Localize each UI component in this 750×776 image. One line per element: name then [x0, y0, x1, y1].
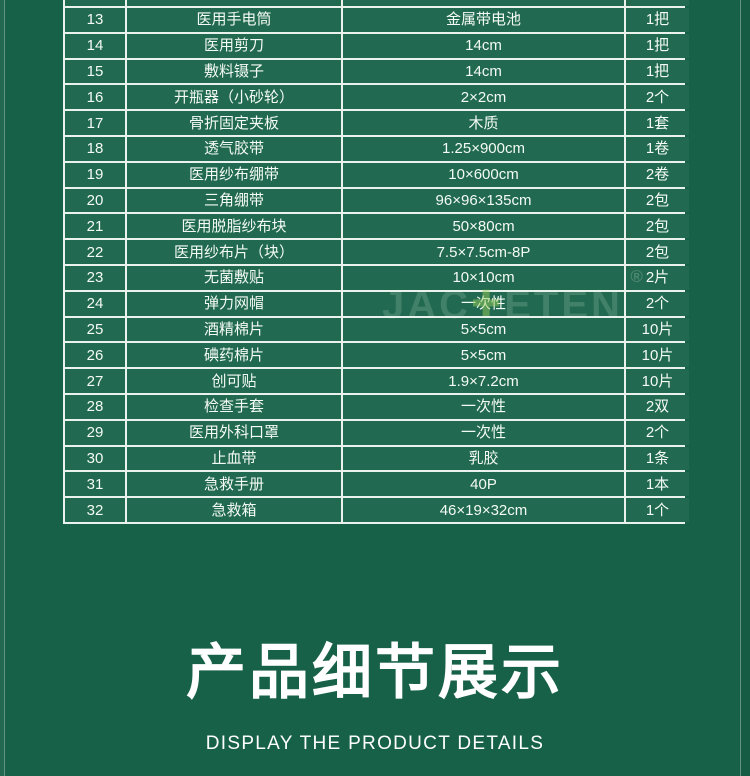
item-qty-cell: 10片: [626, 369, 689, 393]
item-spec-cell: 金属带电池: [343, 8, 624, 32]
right-edge-strip: [741, 0, 750, 776]
item-name-cell: 止血带: [127, 446, 341, 471]
item-qty-cell: 10片: [626, 343, 689, 368]
item-name-cell: 透气胶带: [127, 136, 341, 161]
item-qty-cell: 2包: [626, 214, 689, 239]
row-number-cell: 14: [65, 33, 125, 58]
item-spec-cell: 木质: [343, 111, 624, 135]
row-number-cell: 32: [65, 498, 125, 522]
row-number-cell: 29: [65, 420, 125, 445]
item-name-cell: 急救箱: [127, 498, 341, 522]
item-name-cell: 医用脱脂纱布块: [127, 214, 341, 239]
item-spec-cell: 14cm: [343, 33, 624, 58]
item-qty-cell: 1把: [626, 59, 689, 84]
row-number-cell: 23: [65, 265, 125, 290]
right-edge-line: [740, 0, 741, 776]
item-qty-cell: 1本: [626, 472, 689, 497]
item-name-cell: 检查手套: [127, 394, 341, 419]
item-qty-cell: 1把: [626, 33, 689, 58]
row-number-cell: 19: [65, 162, 125, 187]
partial-item-spec-cell: [343, 0, 624, 6]
row-number-cell: 31: [65, 472, 125, 497]
item-qty-cell: 1条: [626, 446, 689, 471]
item-spec-cell: 一次性: [343, 291, 624, 316]
first-aid-kit-contents-table: 13 医用手电筒 金属带电池 1把 14 医用剪刀 14cm 1把 15 敷料镊子 14cm 1把 16…: [63, 0, 689, 524]
row-number-cell: 26: [65, 343, 125, 368]
row-number-cell: 25: [65, 317, 125, 342]
row-number-cell: 27: [65, 369, 125, 393]
item-qty-cell: 2卷: [626, 162, 689, 187]
row-number-cell: 17: [65, 111, 125, 135]
row-number-cell: 20: [65, 188, 125, 213]
partial-item-name-cell: [127, 0, 341, 6]
item-qty-cell: 1卷: [626, 136, 689, 161]
left-edge-line: [4, 0, 5, 776]
item-name-cell: 骨折固定夹板: [127, 111, 341, 135]
item-name-cell: 急救手册: [127, 472, 341, 497]
item-qty-cell: 2个: [626, 291, 689, 316]
contents-table-grid: 13 医用手电筒 金属带电池 1把 14 医用剪刀 14cm 1把 15 敷料镊子 14cm 1把 16…: [63, 0, 689, 524]
item-name-cell: 医用纱布绷带: [127, 162, 341, 187]
item-name-cell: 医用手电筒: [127, 8, 341, 32]
item-spec-cell: 7.5×7.5cm-8P: [343, 240, 624, 264]
section-title: 产品细节展示: [186, 639, 564, 706]
row-number-cell: 28: [65, 394, 125, 419]
item-qty-cell: 2双: [626, 394, 689, 419]
item-name-cell: 医用纱布片（块）: [127, 240, 341, 264]
row-number-cell: 13: [65, 8, 125, 32]
item-spec-cell: 14cm: [343, 59, 624, 84]
left-edge-strip: [0, 0, 4, 776]
item-name-cell: 碘药棉片: [127, 343, 341, 368]
item-spec-cell: 10×600cm: [343, 162, 624, 187]
item-qty-cell: 2包: [626, 240, 689, 264]
item-qty-cell: 2个: [626, 420, 689, 445]
item-qty-cell: 10片: [626, 317, 689, 342]
item-name-cell: 敷料镊子: [127, 59, 341, 84]
partial-item-qty-cell: [626, 0, 689, 6]
item-spec-cell: 一次性: [343, 394, 624, 419]
item-spec-cell: 一次性: [343, 420, 624, 445]
row-number-cell: 30: [65, 446, 125, 471]
row-number-cell: 16: [65, 85, 125, 110]
item-name-cell: 开瓶器（小砂轮）: [127, 85, 341, 110]
item-spec-cell: 96×96×135cm: [343, 188, 624, 213]
item-spec-cell: 乳胶: [343, 446, 624, 471]
item-qty-cell: 1个: [626, 498, 689, 522]
row-number-cell: 22: [65, 240, 125, 264]
item-qty-cell: 2包: [626, 188, 689, 213]
item-spec-cell: 2×2cm: [343, 85, 624, 110]
item-name-cell: 创可贴: [127, 369, 341, 393]
section-subtitle: DISPLAY THE PRODUCT DETAILS: [205, 733, 545, 754]
item-spec-cell: 5×5cm: [343, 343, 624, 368]
item-spec-cell: 50×80cm: [343, 214, 624, 239]
item-spec-cell: 46×19×32cm: [343, 498, 624, 522]
item-name-cell: 医用外科口罩: [127, 420, 341, 445]
row-number-cell: 15: [65, 59, 125, 84]
row-number-cell: 24: [65, 291, 125, 316]
item-name-cell: 弹力网帽: [127, 291, 341, 316]
row-number-cell: 21: [65, 214, 125, 239]
item-spec-cell: 40P: [343, 472, 624, 497]
item-spec-cell: 1.25×900cm: [343, 136, 624, 161]
partial-row-number-cell: [65, 0, 125, 6]
item-qty-cell: 1套: [626, 111, 689, 135]
row-number-cell: 18: [65, 136, 125, 161]
item-name-cell: 医用剪刀: [127, 33, 341, 58]
item-name-cell: 三角绷带: [127, 188, 341, 213]
item-qty-cell: 1把: [626, 8, 689, 32]
item-name-cell: 酒精棉片: [127, 317, 341, 342]
item-spec-cell: 5×5cm: [343, 317, 624, 342]
item-qty-cell: 2个: [626, 85, 689, 110]
item-name-cell: 无菌敷贴: [127, 265, 341, 290]
item-spec-cell: 10×10cm: [343, 265, 624, 290]
item-spec-cell: 1.9×7.2cm: [343, 369, 624, 393]
item-qty-cell: 2片: [626, 265, 689, 290]
